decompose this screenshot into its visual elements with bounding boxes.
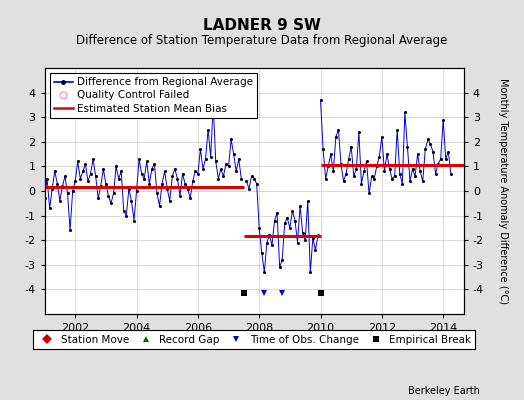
- Text: LADNER 9 SW: LADNER 9 SW: [203, 18, 321, 33]
- Legend: Difference from Regional Average, Quality Control Failed, Estimated Station Mean: Difference from Regional Average, Qualit…: [50, 73, 257, 118]
- Y-axis label: Monthly Temperature Anomaly Difference (°C): Monthly Temperature Anomaly Difference (…: [498, 78, 508, 304]
- Text: Berkeley Earth: Berkeley Earth: [408, 386, 479, 396]
- Text: Difference of Station Temperature Data from Regional Average: Difference of Station Temperature Data f…: [77, 34, 447, 47]
- Legend: Station Move, Record Gap, Time of Obs. Change, Empirical Break: Station Move, Record Gap, Time of Obs. C…: [33, 330, 475, 349]
